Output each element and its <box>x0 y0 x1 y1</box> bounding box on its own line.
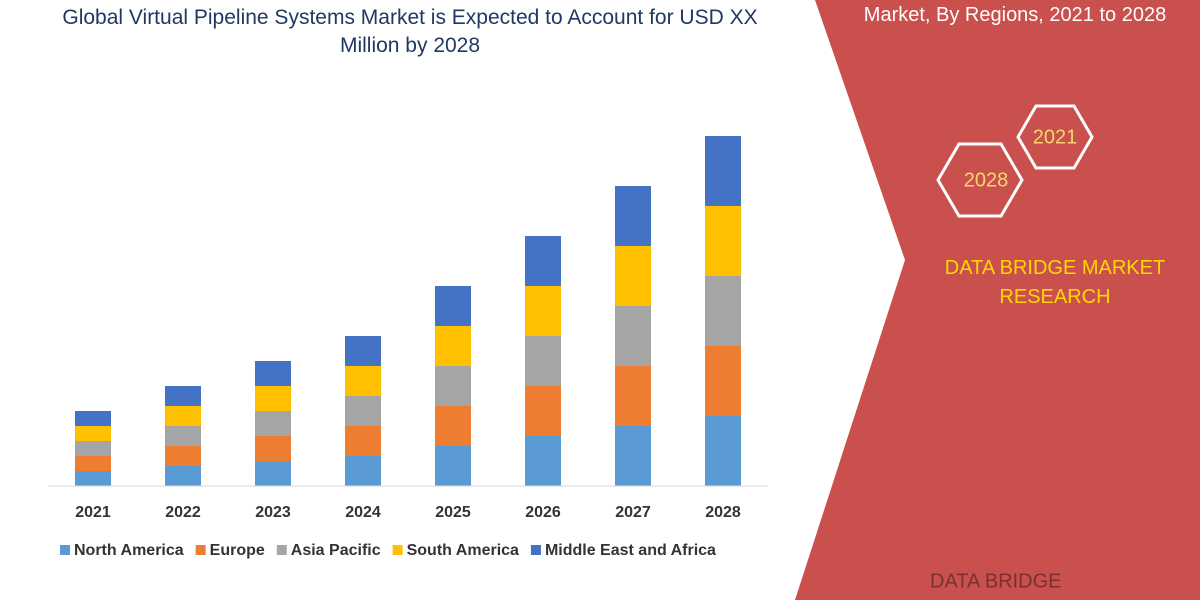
bar-segment <box>615 186 651 246</box>
bar-segment <box>345 366 381 396</box>
logo: DATA BRIDGE <box>930 570 1062 592</box>
x-tick-label: 2027 <box>615 504 651 521</box>
bar-segment <box>615 306 651 366</box>
legend-label: Middle East and Africa <box>545 542 716 559</box>
bar-segment <box>435 286 471 326</box>
hex-label: 2028 <box>964 169 1009 191</box>
legend-swatch <box>392 545 403 555</box>
banner-panel <box>795 0 1200 600</box>
bar-segment <box>525 286 561 336</box>
x-tick-label: 2025 <box>435 504 471 521</box>
x-tick-label: 2028 <box>705 504 741 521</box>
bar-segment <box>435 446 471 486</box>
bar-segment <box>255 436 291 461</box>
legend-swatch <box>530 545 541 555</box>
legend-swatch <box>195 545 206 555</box>
bar-segment <box>345 456 381 486</box>
bar-segment <box>525 436 561 486</box>
bar-segment <box>615 366 651 426</box>
subtitle: Market, By Regions, 2021 to 2028 <box>863 4 1167 26</box>
bar-segment <box>705 136 741 206</box>
legend-label: North America <box>74 542 184 559</box>
bar-segment <box>705 416 741 486</box>
hexagon <box>1016 104 1094 170</box>
brand: DATA BRIDGE MARKET RESEARCH <box>944 257 1166 308</box>
legend-label: South America <box>407 542 519 559</box>
legend-swatch <box>276 545 287 555</box>
bar-segment <box>615 246 651 306</box>
bar-segment <box>165 446 201 466</box>
chart-title: Global Virtual Pipeline Systems Market i… <box>62 6 758 57</box>
x-tick-label: 2022 <box>165 504 201 521</box>
bar-segment <box>615 426 651 486</box>
bar-segment <box>345 426 381 456</box>
bar-segment <box>165 406 201 426</box>
legend-swatch <box>60 545 70 555</box>
bar-segment <box>525 386 561 436</box>
bar-segment <box>255 411 291 436</box>
bar-segment <box>75 471 111 486</box>
bar-segment <box>705 346 741 416</box>
bar-segment <box>435 326 471 366</box>
bar-segment <box>75 426 111 441</box>
bar-segment <box>705 276 741 346</box>
bar-segment <box>165 386 201 406</box>
bar-segment <box>435 406 471 446</box>
hexagon <box>936 142 1024 218</box>
bar-segment <box>255 461 291 486</box>
x-tick-label: 2024 <box>345 504 381 521</box>
bar-segment <box>165 466 201 486</box>
bar-segment <box>75 441 111 456</box>
bar-segment <box>165 426 201 446</box>
bar-segment <box>255 361 291 386</box>
bar-segment <box>75 456 111 471</box>
bar-segment <box>345 396 381 426</box>
x-tick-label: 2023 <box>255 504 291 521</box>
hex-label: 2021 <box>1033 126 1078 148</box>
bar-segment <box>525 336 561 386</box>
bar-segment <box>525 236 561 286</box>
legend-label: Europe <box>210 542 265 559</box>
bar-segment <box>75 411 111 426</box>
bar-segment <box>705 206 741 276</box>
bar-segment <box>345 336 381 366</box>
x-tick-label: 2026 <box>525 504 561 521</box>
bar-segment <box>435 366 471 406</box>
bar-segment <box>255 386 291 411</box>
legend-label: Asia Pacific <box>291 542 381 559</box>
x-tick-label: 2021 <box>75 504 111 521</box>
